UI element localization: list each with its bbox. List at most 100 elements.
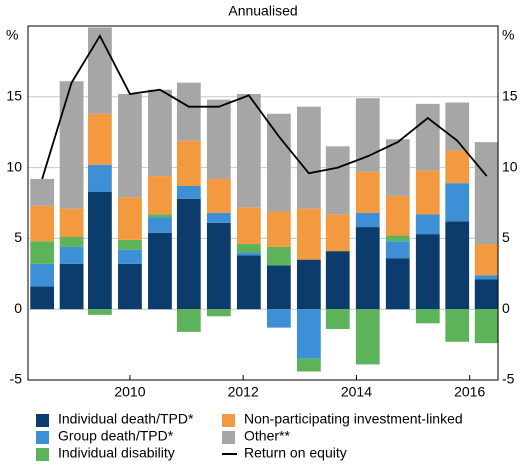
legend-label: Return on equity — [244, 445, 347, 461]
bar-segment — [385, 195, 410, 236]
bar-segment — [236, 255, 261, 310]
x-tick-label: 2012 — [228, 384, 259, 400]
bar-segment — [30, 286, 55, 310]
legend-swatch — [36, 431, 49, 444]
y-tick-label-right: -5 — [502, 371, 515, 387]
bar-segment — [88, 113, 112, 165]
bar-segment — [325, 214, 350, 252]
bar-segment — [415, 170, 440, 215]
bar-segment — [88, 309, 112, 315]
x-tick-label: 2016 — [454, 384, 485, 400]
x-tick-label: 2014 — [341, 384, 372, 400]
y-tick-label: 10 — [6, 158, 22, 174]
bar-segment — [474, 279, 499, 310]
y-tick-label: 5 — [14, 229, 22, 245]
bar-segment — [445, 183, 470, 222]
bar-segment — [176, 309, 201, 332]
y-tick-label: -5 — [10, 371, 23, 387]
bar-segment — [176, 82, 201, 141]
plot-frame — [27, 25, 499, 381]
bar-segment — [266, 211, 291, 247]
bar-segment — [118, 239, 142, 250]
bar-segment — [59, 263, 84, 310]
bar-segment — [385, 235, 410, 242]
bar-segment — [59, 81, 84, 209]
legend-swatch — [36, 414, 49, 427]
bar-segment — [325, 146, 350, 215]
bar-segment — [266, 265, 291, 310]
x-tick-label: 2010 — [114, 384, 145, 400]
bar-segment — [176, 198, 201, 310]
bar-segment — [118, 197, 142, 240]
bar-segment — [59, 236, 84, 247]
legend-swatch — [36, 448, 49, 461]
legend-label: Individual death/TPD* — [58, 411, 194, 427]
legend-label: Other** — [244, 428, 290, 444]
bar-segment — [88, 27, 112, 114]
bar-segment — [118, 249, 142, 264]
bar-segment — [296, 358, 321, 372]
bar-segment — [355, 98, 380, 172]
legend-label: Non-participating investment-linked — [244, 411, 463, 427]
bar-segment — [236, 93, 261, 208]
bar-segment — [355, 227, 380, 310]
y-tick-label-right: 5 — [502, 229, 510, 245]
bar-segment — [355, 212, 380, 228]
bar-segment — [296, 309, 321, 359]
bar-segment — [30, 241, 55, 264]
bar-segment — [176, 140, 201, 187]
bar-segment — [59, 246, 84, 264]
bar-segment — [30, 178, 55, 206]
bar-segment — [206, 212, 231, 223]
y-tick-label-right: 10 — [502, 158, 518, 174]
bar-segment — [148, 89, 172, 177]
bar-segment — [148, 176, 172, 215]
bar-segment — [206, 99, 231, 179]
bar-segment — [445, 221, 470, 310]
y-tick-label: 15 — [6, 88, 22, 104]
bar-segment — [415, 309, 440, 324]
bar-segment — [445, 309, 470, 342]
bar-segment — [30, 263, 55, 287]
bar-segment — [385, 258, 410, 310]
bar-segment — [385, 139, 410, 196]
legend-label: Individual disability — [58, 445, 175, 461]
bar-segment — [355, 171, 380, 213]
bar-segment — [236, 207, 261, 245]
bar-segment — [296, 208, 321, 260]
y-tick-label-right: 0 — [502, 300, 510, 316]
legend-swatch — [222, 431, 235, 444]
bar-segment — [206, 222, 231, 310]
bar-segment — [474, 275, 499, 280]
bar-segment — [206, 178, 231, 213]
bar-segment — [415, 103, 440, 171]
y-tick-label: 0 — [14, 300, 22, 316]
bar-segment — [355, 309, 380, 365]
bar-segment — [88, 164, 112, 192]
bar-segment — [59, 208, 84, 237]
legend-label: Group death/TPD* — [58, 428, 174, 444]
bar-segment — [296, 106, 321, 209]
y-tick-label-right: 15 — [502, 88, 518, 104]
bar-segment — [148, 217, 172, 233]
bar-segment — [266, 113, 291, 212]
bar-segment — [296, 259, 321, 310]
bar-segment — [236, 252, 261, 256]
chart-subtitle: Annualised — [228, 3, 297, 19]
bar-segment — [30, 205, 55, 242]
bar-segment — [325, 309, 350, 330]
bar-segment — [385, 241, 410, 259]
bar-segment — [118, 93, 142, 198]
y-unit: % — [6, 27, 18, 43]
bar-segment — [325, 251, 350, 310]
bar-segment — [474, 142, 499, 245]
bar-segment — [415, 234, 440, 310]
bar-segment — [88, 191, 112, 310]
bar-segment — [118, 263, 142, 310]
bar-segment — [415, 214, 440, 235]
bar-segment — [445, 102, 470, 151]
bar-segment — [148, 232, 172, 310]
bar-segment — [474, 309, 499, 344]
bar-segment — [236, 244, 261, 253]
